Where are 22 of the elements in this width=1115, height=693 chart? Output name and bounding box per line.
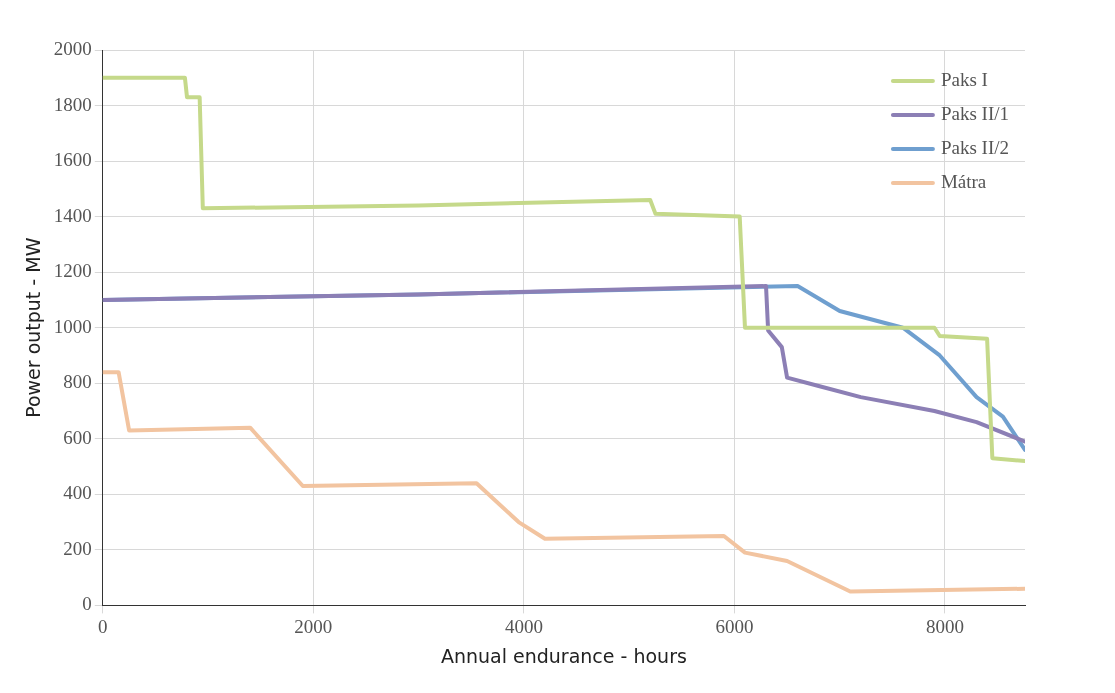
y-tick-label: 400	[63, 482, 92, 504]
y-tick-label: 200	[63, 537, 92, 559]
y-tick-label: 1800	[53, 93, 92, 115]
y-tick-label: 1200	[53, 260, 92, 282]
y-axis-title: Power output - MW	[22, 237, 45, 418]
legend-label: Paks II/2	[940, 136, 1009, 158]
y-tick-label: 600	[63, 426, 92, 448]
x-tick-label: 8000	[925, 615, 964, 637]
legend-label: Paks I	[940, 68, 988, 90]
y-tick-label: 0	[82, 593, 92, 615]
legend-label: Paks II/1	[940, 102, 1009, 124]
x-tick-label: 0	[98, 615, 108, 637]
legend-label: Mátra	[940, 170, 987, 192]
y-tick-label: 800	[63, 371, 92, 393]
y-tick-label: 2000	[53, 37, 92, 59]
x-tick-label: 6000	[715, 615, 754, 637]
x-tick-label: 2000	[294, 615, 333, 637]
y-tick-label: 1400	[53, 204, 92, 226]
x-axis-title: Annual endurance - hours	[440, 644, 687, 667]
x-tick-label: 4000	[504, 615, 543, 637]
y-tick-label: 1000	[53, 315, 92, 337]
y-tick-label: 1600	[53, 149, 92, 171]
